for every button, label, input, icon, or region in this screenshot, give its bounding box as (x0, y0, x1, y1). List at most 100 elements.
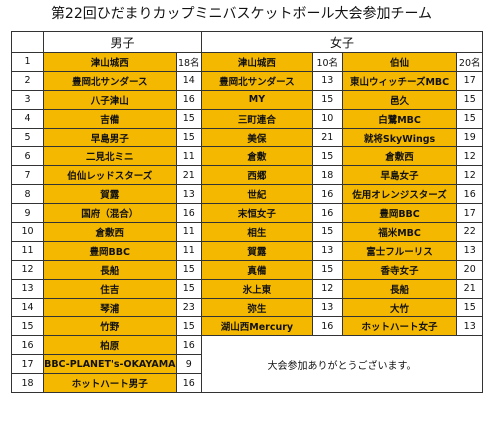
girls-team-count: 21 (311, 127, 343, 148)
girls-team-count: 15 (311, 222, 343, 242)
row-number: 3 (10, 89, 45, 110)
boys-team-count: 11 (175, 146, 203, 167)
girls-team-name-2: 佐用オレンジスターズ (341, 184, 458, 205)
row-number: 15 (10, 316, 45, 337)
row-number: 16 (10, 335, 45, 356)
table-row: 1 津山城西 18名 津山城西 10名 伯仙 20名 (10, 52, 483, 72)
table-row: 9 国府（混合） 16 末恒女子 16 豊岡BBC 17 (10, 203, 483, 224)
table-row: 8 賀露 13 世紀 16 佐用オレンジスターズ 16 (10, 184, 483, 205)
girls-team-name-2: 東山ウィッチーズMBC (341, 70, 458, 91)
girls-team-name-2: 大竹 (341, 297, 458, 318)
row-number: 4 (10, 108, 45, 129)
boys-team-name: 賀露 (43, 184, 177, 205)
girls-team-name: 相生 (201, 222, 313, 242)
girls-team-name-2: 白鷺MBC (341, 108, 458, 129)
girls-team-name-2: 福米MBC (341, 222, 458, 242)
table-row: 16 柏原 16 大会参加ありがとうございます。 (10, 335, 483, 394)
boys-team-name: ホットハート男子 (43, 373, 177, 394)
boys-team-name: 早島男子 (43, 127, 177, 148)
girls-team-count: 10 (311, 108, 343, 129)
girls-team-name: 三町連合 (201, 108, 313, 129)
row-number: 5 (10, 127, 45, 148)
girls-team-name-2: 香寺女子 (341, 259, 458, 280)
boys-team-count: 14 (175, 70, 203, 91)
girls-team-count-2: 20 (456, 259, 483, 280)
girls-team-name: 津山城西 (201, 52, 313, 72)
girls-team-name: 末恒女子 (201, 203, 313, 224)
row-number: 18 (10, 373, 45, 394)
boys-team-name: 琴浦 (43, 297, 177, 318)
boys-team-name: 竹野 (43, 316, 177, 337)
girls-team-count: 10名 (311, 52, 343, 72)
girls-team-name: 倉敷 (201, 146, 313, 167)
boys-team-count: 15 (175, 316, 203, 337)
boys-team-name: 倉敷西 (43, 222, 177, 242)
table-row: 3 八子津山 16 MY 15 邑久 15 (10, 89, 483, 110)
boys-team-count: 18名 (175, 52, 203, 72)
girls-team-name: 弥生 (201, 297, 313, 318)
girls-team-count: 16 (311, 316, 343, 337)
table-row: 5 早島男子 15 美保 21 就将SkyWings 19 (10, 127, 483, 148)
girls-team-count-2: 22 (456, 222, 483, 242)
table-row: 13 住吉 15 氷上東 12 長船 21 (10, 278, 483, 299)
table-row: 17 BBC-PLANET's-OKAYAMA 9 (10, 354, 483, 375)
girls-header: 女子 (201, 31, 483, 53)
girls-team-count-2: 21 (456, 278, 483, 299)
girls-team-count: 15 (311, 89, 343, 110)
girls-team-name-2: 倉敷西 (341, 146, 458, 167)
boys-team-count: 9 (175, 354, 203, 375)
girls-team-count: 15 (311, 259, 343, 280)
girls-team-count: 12 (311, 278, 343, 299)
girls-team-name: 西郷 (201, 165, 313, 186)
boys-team-count: 21 (175, 165, 203, 186)
boys-team-name: 柏原 (43, 335, 177, 356)
girls-team-count-2: 15 (456, 297, 483, 318)
row-number: 11 (10, 240, 45, 261)
girls-team-count-2: 13 (456, 240, 483, 261)
boys-team-name: 長船 (43, 259, 177, 280)
girls-team-count-2: 16 (456, 184, 483, 205)
row-number: 14 (10, 297, 45, 318)
row-number: 10 (10, 222, 45, 242)
table-row: 2 豊岡北サンダース 14 豊岡北サンダース 13 東山ウィッチーズMBC 17 (10, 70, 483, 91)
boys-team-name: 豊岡BBC (43, 240, 177, 261)
boys-team-count: 15 (175, 108, 203, 129)
boys-header: 男子 (43, 31, 203, 53)
girls-team-count-2: 19 (456, 127, 483, 148)
row-number: 8 (10, 184, 45, 205)
row-number: 2 (10, 70, 45, 91)
row-number: 7 (10, 165, 45, 186)
girls-team-count-2: 15 (456, 89, 483, 110)
table-row: 12 長船 15 真備 15 香寺女子 20 (10, 259, 483, 280)
boys-team-name: 国府（混合） (43, 203, 177, 224)
girls-team-count-2: 12 (456, 146, 483, 167)
boys-team-name: 吉備 (43, 108, 177, 129)
boys-team-name: 伯仙レッドスターズ (43, 165, 177, 186)
girls-team-count-2: 17 (456, 203, 483, 224)
girls-team-count: 18 (311, 165, 343, 186)
girls-team-name-2: 伯仙 (341, 52, 458, 72)
boys-team-count: 16 (175, 335, 203, 356)
girls-team-name-2: 就将SkyWings (341, 127, 458, 148)
girls-team-name: 世紀 (201, 184, 313, 205)
girls-team-name: 湖山西Mercury (201, 316, 313, 337)
page-title: 第22回ひだまりカップミニバスケットボール大会参加チーム (50, 6, 433, 22)
table-row: 10 倉敷西 11 相生 15 福米MBC 22 (10, 222, 483, 242)
boys-team-count: 15 (175, 127, 203, 148)
table-row: 18 ホットハート男子 16 (10, 373, 483, 394)
table-row: 4 吉備 15 三町連合 10 白鷺MBC 15 (10, 108, 483, 129)
table-row: 6 二見北ミニ 11 倉敷 15 倉敷西 12 (10, 146, 483, 167)
boys-team-name: 二見北ミニ (43, 146, 177, 167)
boys-team-count: 16 (175, 89, 203, 110)
boys-team-name: 八子津山 (43, 89, 177, 110)
row-number: 12 (10, 259, 45, 280)
thanks-message: 大会参加ありがとうございます。 (201, 335, 483, 394)
row-number: 13 (10, 278, 45, 299)
boys-team-count: 11 (175, 222, 203, 242)
girls-team-count: 15 (311, 146, 343, 167)
team-table: 男子 女子 1 津山城西 18名 津山城西 10名 伯仙 20名 2 豊岡北サンダース 14 豊岡北… (10, 31, 483, 394)
header-corner (10, 31, 45, 53)
girls-team-name-2: 早島女子 (341, 165, 458, 186)
girls-team-name: 賀露 (201, 240, 313, 261)
table-row: 11 豊岡BBC 11 賀露 13 富士フルーリス 13 (10, 240, 483, 261)
